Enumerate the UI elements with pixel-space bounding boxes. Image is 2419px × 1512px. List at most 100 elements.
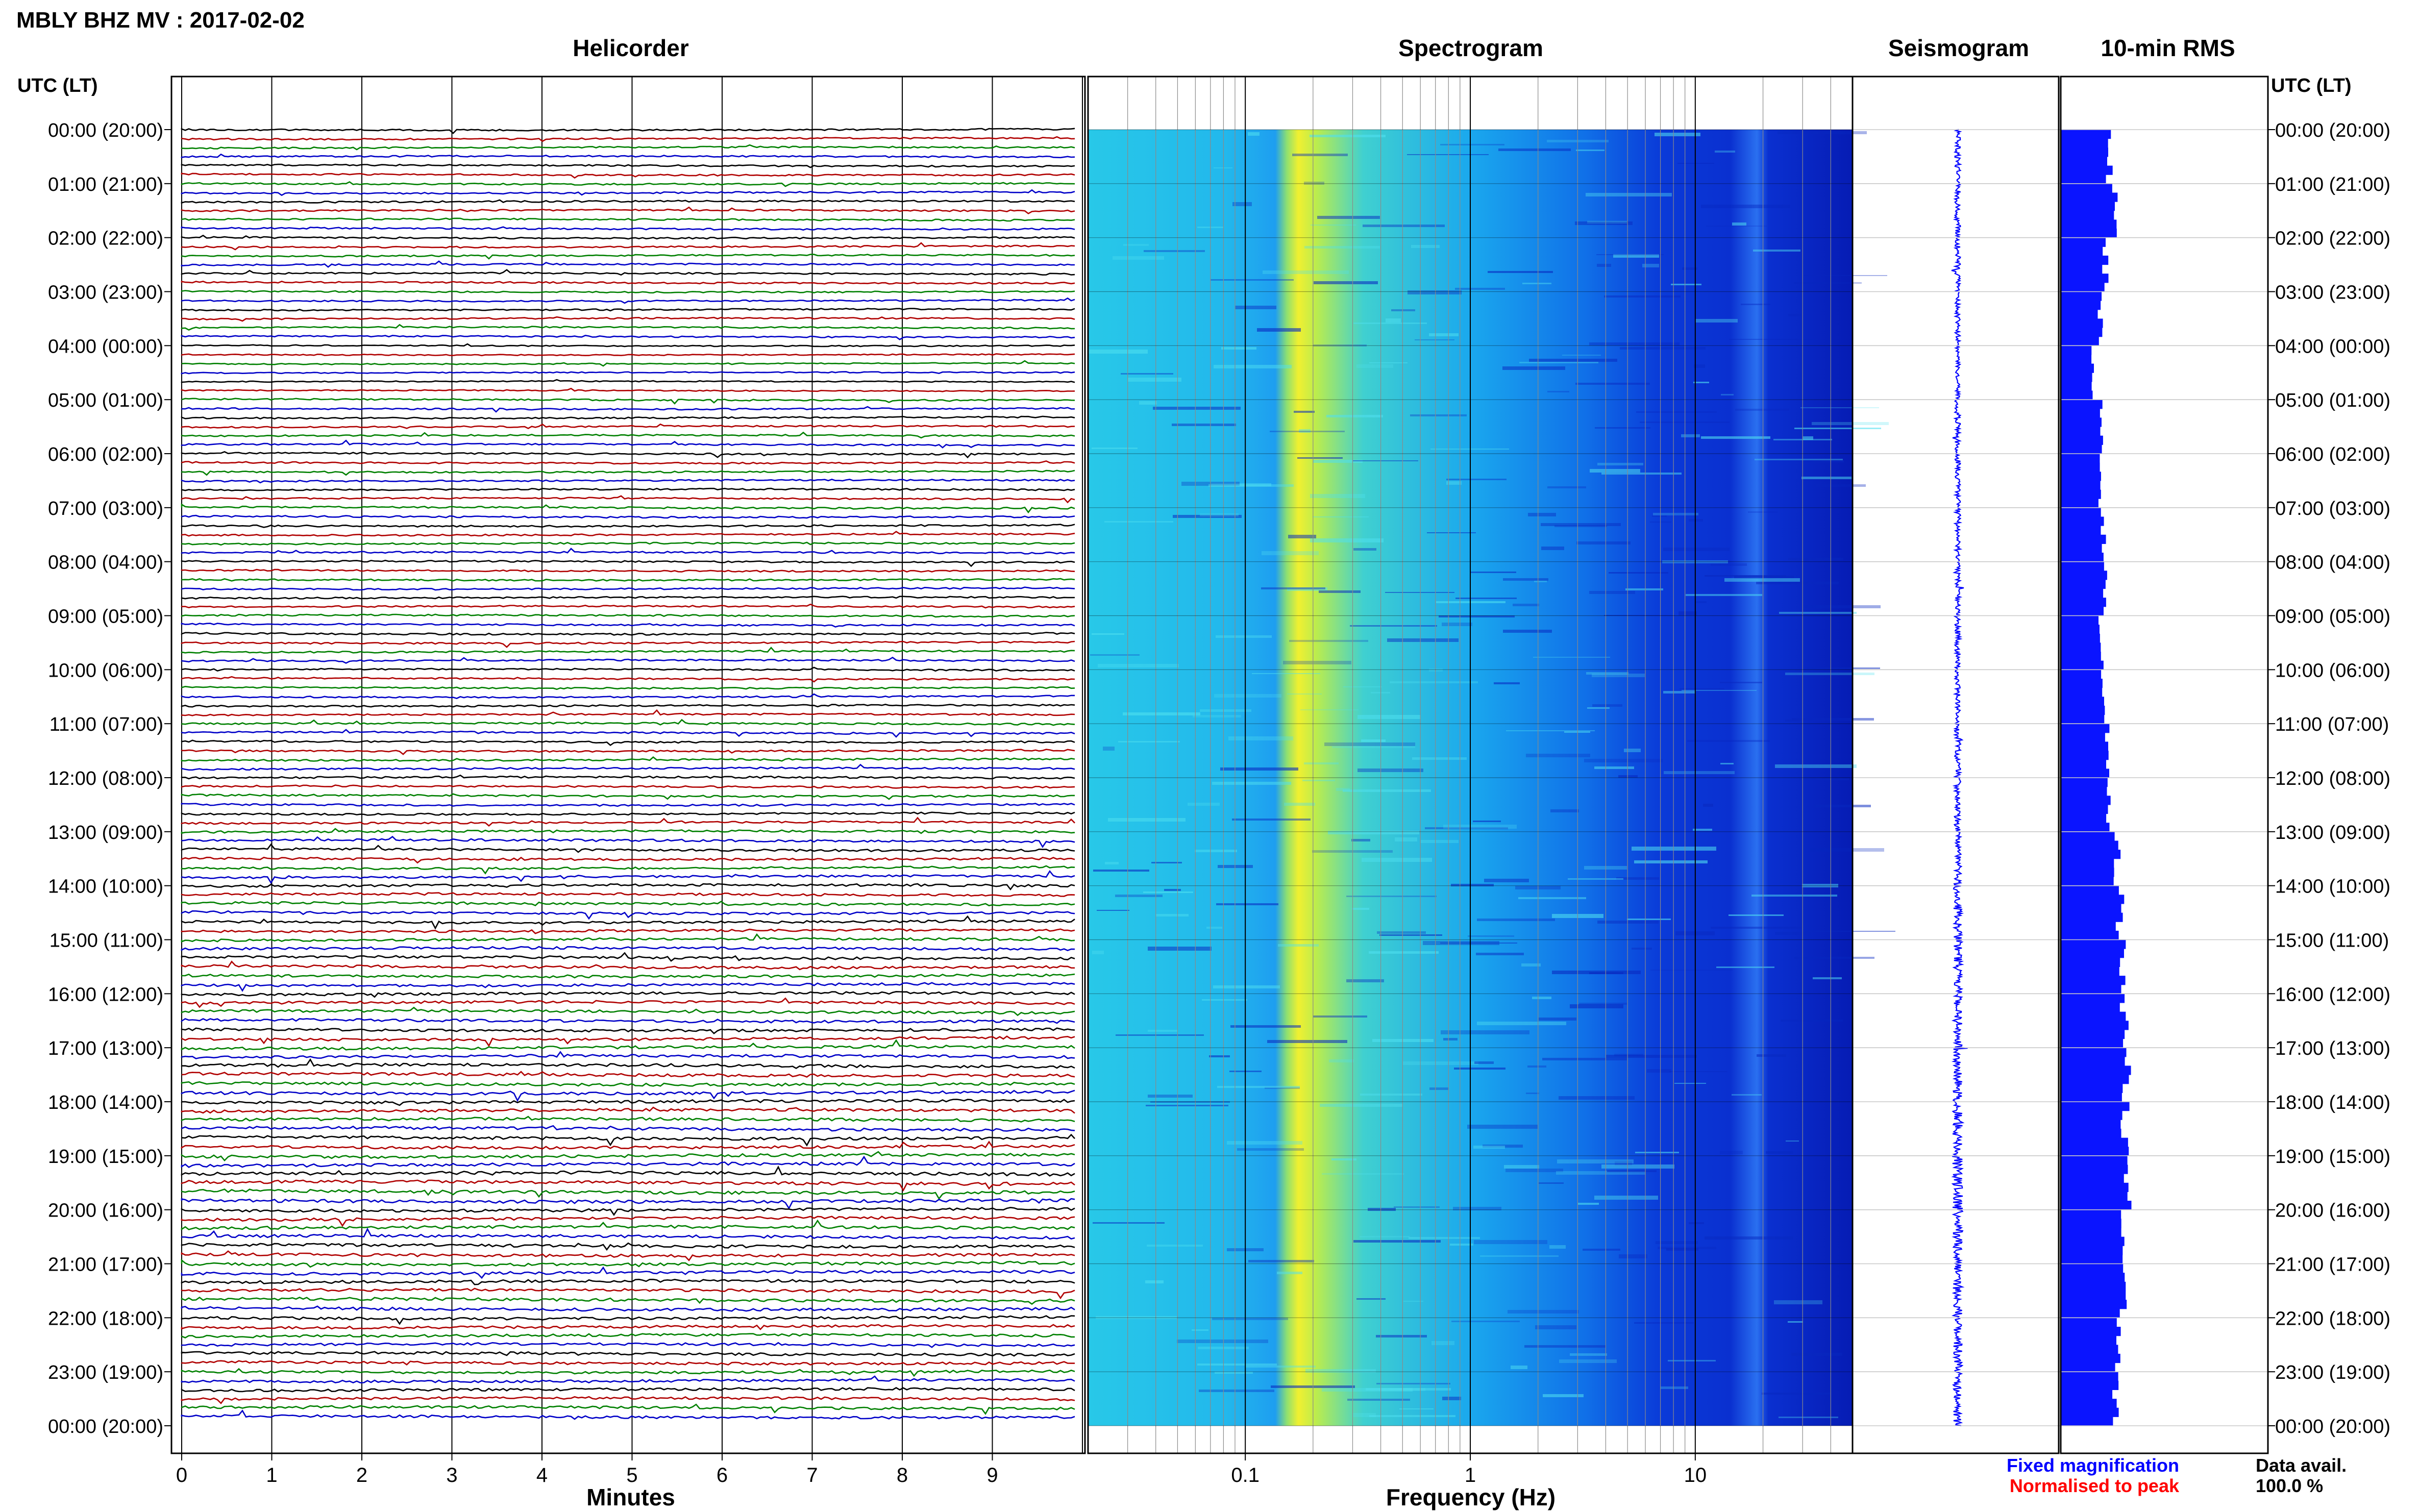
helicorder-trace-row <box>181 729 1075 738</box>
spectrogram-noise-streak <box>1270 431 1345 432</box>
spectrogram-noise-streak <box>1200 709 1251 712</box>
spectrogram-noise-streak <box>1150 1101 1230 1103</box>
rms-bar <box>2061 1128 2121 1138</box>
helicorder-trace-row <box>181 843 1075 853</box>
spectrogram-noise-streak <box>1220 767 1298 771</box>
rms-bar <box>2061 786 2107 796</box>
spectrogram-noise-streak <box>1098 664 1179 667</box>
helicorder-xtick-label: 1 <box>266 1464 277 1486</box>
rms-bar <box>2061 679 2103 688</box>
helicorder-trace-row <box>181 1305 1075 1312</box>
rms-bar <box>2061 1353 2120 1364</box>
spectrogram-noise-streak <box>1390 681 1478 683</box>
spectrogram-noise-streak <box>1200 513 1239 516</box>
spectrogram-noise-streak <box>1164 889 1181 891</box>
spectrogram-noise-streak <box>1805 605 1881 608</box>
spectrogram-noise-streak <box>1756 582 1839 584</box>
spectrogram-noise-streak <box>1197 1364 1277 1366</box>
spectrogram-noise-streak <box>1415 339 1454 340</box>
helicorder-trace-row <box>181 1403 1075 1415</box>
left-time-label: 17:00 (13:00) <box>48 1038 163 1059</box>
spectrogram-noise-streak <box>1803 436 1813 440</box>
spectrogram-noise-streak <box>1213 985 1280 988</box>
rms-bar <box>2061 1021 2129 1030</box>
helicorder-xtick-label: 9 <box>986 1464 998 1486</box>
rms-bar <box>2061 175 2106 184</box>
spectrogram-noise-streak <box>1755 459 1843 460</box>
rms-bar <box>2061 804 2108 814</box>
helicorder-trace-row <box>181 982 1075 992</box>
helicorder-trace-row <box>181 234 1075 240</box>
spectrogram-noise-streak <box>1741 304 1770 305</box>
spectrogram-noise-streak <box>1353 1240 1441 1243</box>
spectrogram-noise-streak <box>1562 355 1601 356</box>
spectrogram-heatmap <box>1088 77 1895 1453</box>
spectrogram-noise-streak <box>1535 1325 1576 1329</box>
left-time-label: 00:00 (20:00) <box>48 1416 163 1437</box>
panel-frame <box>170 76 1086 1454</box>
spectrogram-noise-streak <box>1689 519 1703 522</box>
spectrogram-noise-streak <box>1153 407 1241 410</box>
spectrogram-noise-streak <box>1209 1055 1230 1057</box>
spectrogram-noise-streak <box>1634 1322 1694 1324</box>
spectrogram-noise-streak <box>1620 347 1706 350</box>
spectrogram-noise-streak <box>1361 739 1386 742</box>
spectrogram-noise-streak <box>1568 878 1623 880</box>
spectrogram-noise-streak <box>1287 587 1327 591</box>
spectrogram-noise-streak <box>1802 884 1838 887</box>
helicorder-trace-row <box>181 1027 1075 1034</box>
left-time-label: 02:00 (22:00) <box>48 228 163 250</box>
spectrogram-noise-streak <box>1127 378 1181 382</box>
spectrogram-noise-streak <box>1172 424 1236 426</box>
right-time-label: 18:00 (14:00) <box>2275 1092 2390 1113</box>
helicorder-trace-row <box>181 242 1075 251</box>
helicorder-trace-row <box>181 541 1075 546</box>
helicorder-trace-row <box>181 163 1075 168</box>
helicorder-trace-row <box>181 828 1075 834</box>
spectrogram-noise-streak <box>1357 769 1423 772</box>
spectrogram-noise-streak <box>1521 963 1541 966</box>
helicorder-xtick-label: 5 <box>626 1464 637 1486</box>
right-time-label: 02:00 (22:00) <box>2275 228 2390 250</box>
helicorder-xtick-label: 3 <box>446 1464 457 1486</box>
rms-bar <box>2061 877 2114 886</box>
spectrogram-noise-streak <box>1442 1397 1461 1400</box>
helicorder-trace-row <box>181 647 1075 654</box>
rms-bar <box>2061 1093 2122 1102</box>
spectrogram-noise-streak <box>1564 731 1590 733</box>
spectrogram-noise-streak <box>1369 951 1439 954</box>
spectrogram-noise-streak <box>1173 515 1242 518</box>
spectrogram-xtick-label: 0.1 <box>1231 1464 1260 1486</box>
helicorder-trace-row <box>181 1051 1075 1059</box>
helicorder-trace-row <box>181 676 1075 683</box>
rms-bar <box>2061 264 2103 274</box>
helicorder-trace-row <box>181 603 1075 609</box>
helicorder-trace-row <box>181 503 1075 514</box>
spectrogram-noise-streak <box>1732 1094 1762 1096</box>
spectrogram-noise-streak <box>1394 1206 1440 1208</box>
spectrogram-noise-streak <box>1431 1341 1454 1345</box>
spectrogram-noise-streak <box>1695 319 1738 323</box>
rms-bar <box>2061 534 2106 544</box>
rms-bar <box>2061 588 2104 598</box>
spectrogram-noise-streak <box>1313 344 1367 346</box>
left-time-label: 06:00 (02:00) <box>48 444 163 465</box>
spectrogram-noise-streak <box>1627 919 1671 920</box>
rms-bar <box>2061 741 2108 751</box>
spectrogram-noise-streak <box>1420 840 1459 843</box>
spectrogram-noise-streak <box>1642 264 1659 267</box>
spectrogram-noise-streak <box>1277 1272 1302 1274</box>
spectrogram-noise-streak <box>1402 1061 1478 1065</box>
rms-bar <box>2061 615 2099 625</box>
spectrogram-noise-streak <box>1324 742 1415 746</box>
helicorder-trace-row <box>181 1258 1075 1268</box>
helicorder-trace-row <box>181 1375 1075 1384</box>
rms-bar <box>2061 1236 2125 1246</box>
spectrogram-noise-streak <box>1498 148 1571 151</box>
rms-bar <box>2061 336 2099 346</box>
spectrogram-noise-streak <box>1441 1030 1529 1034</box>
left-time-label: 08:00 (04:00) <box>48 552 163 574</box>
right-time-label: 04:00 (00:00) <box>2275 336 2390 357</box>
spectrogram-noise-streak <box>1554 525 1607 527</box>
right-time-label: 01:00 (21:00) <box>2275 174 2390 195</box>
